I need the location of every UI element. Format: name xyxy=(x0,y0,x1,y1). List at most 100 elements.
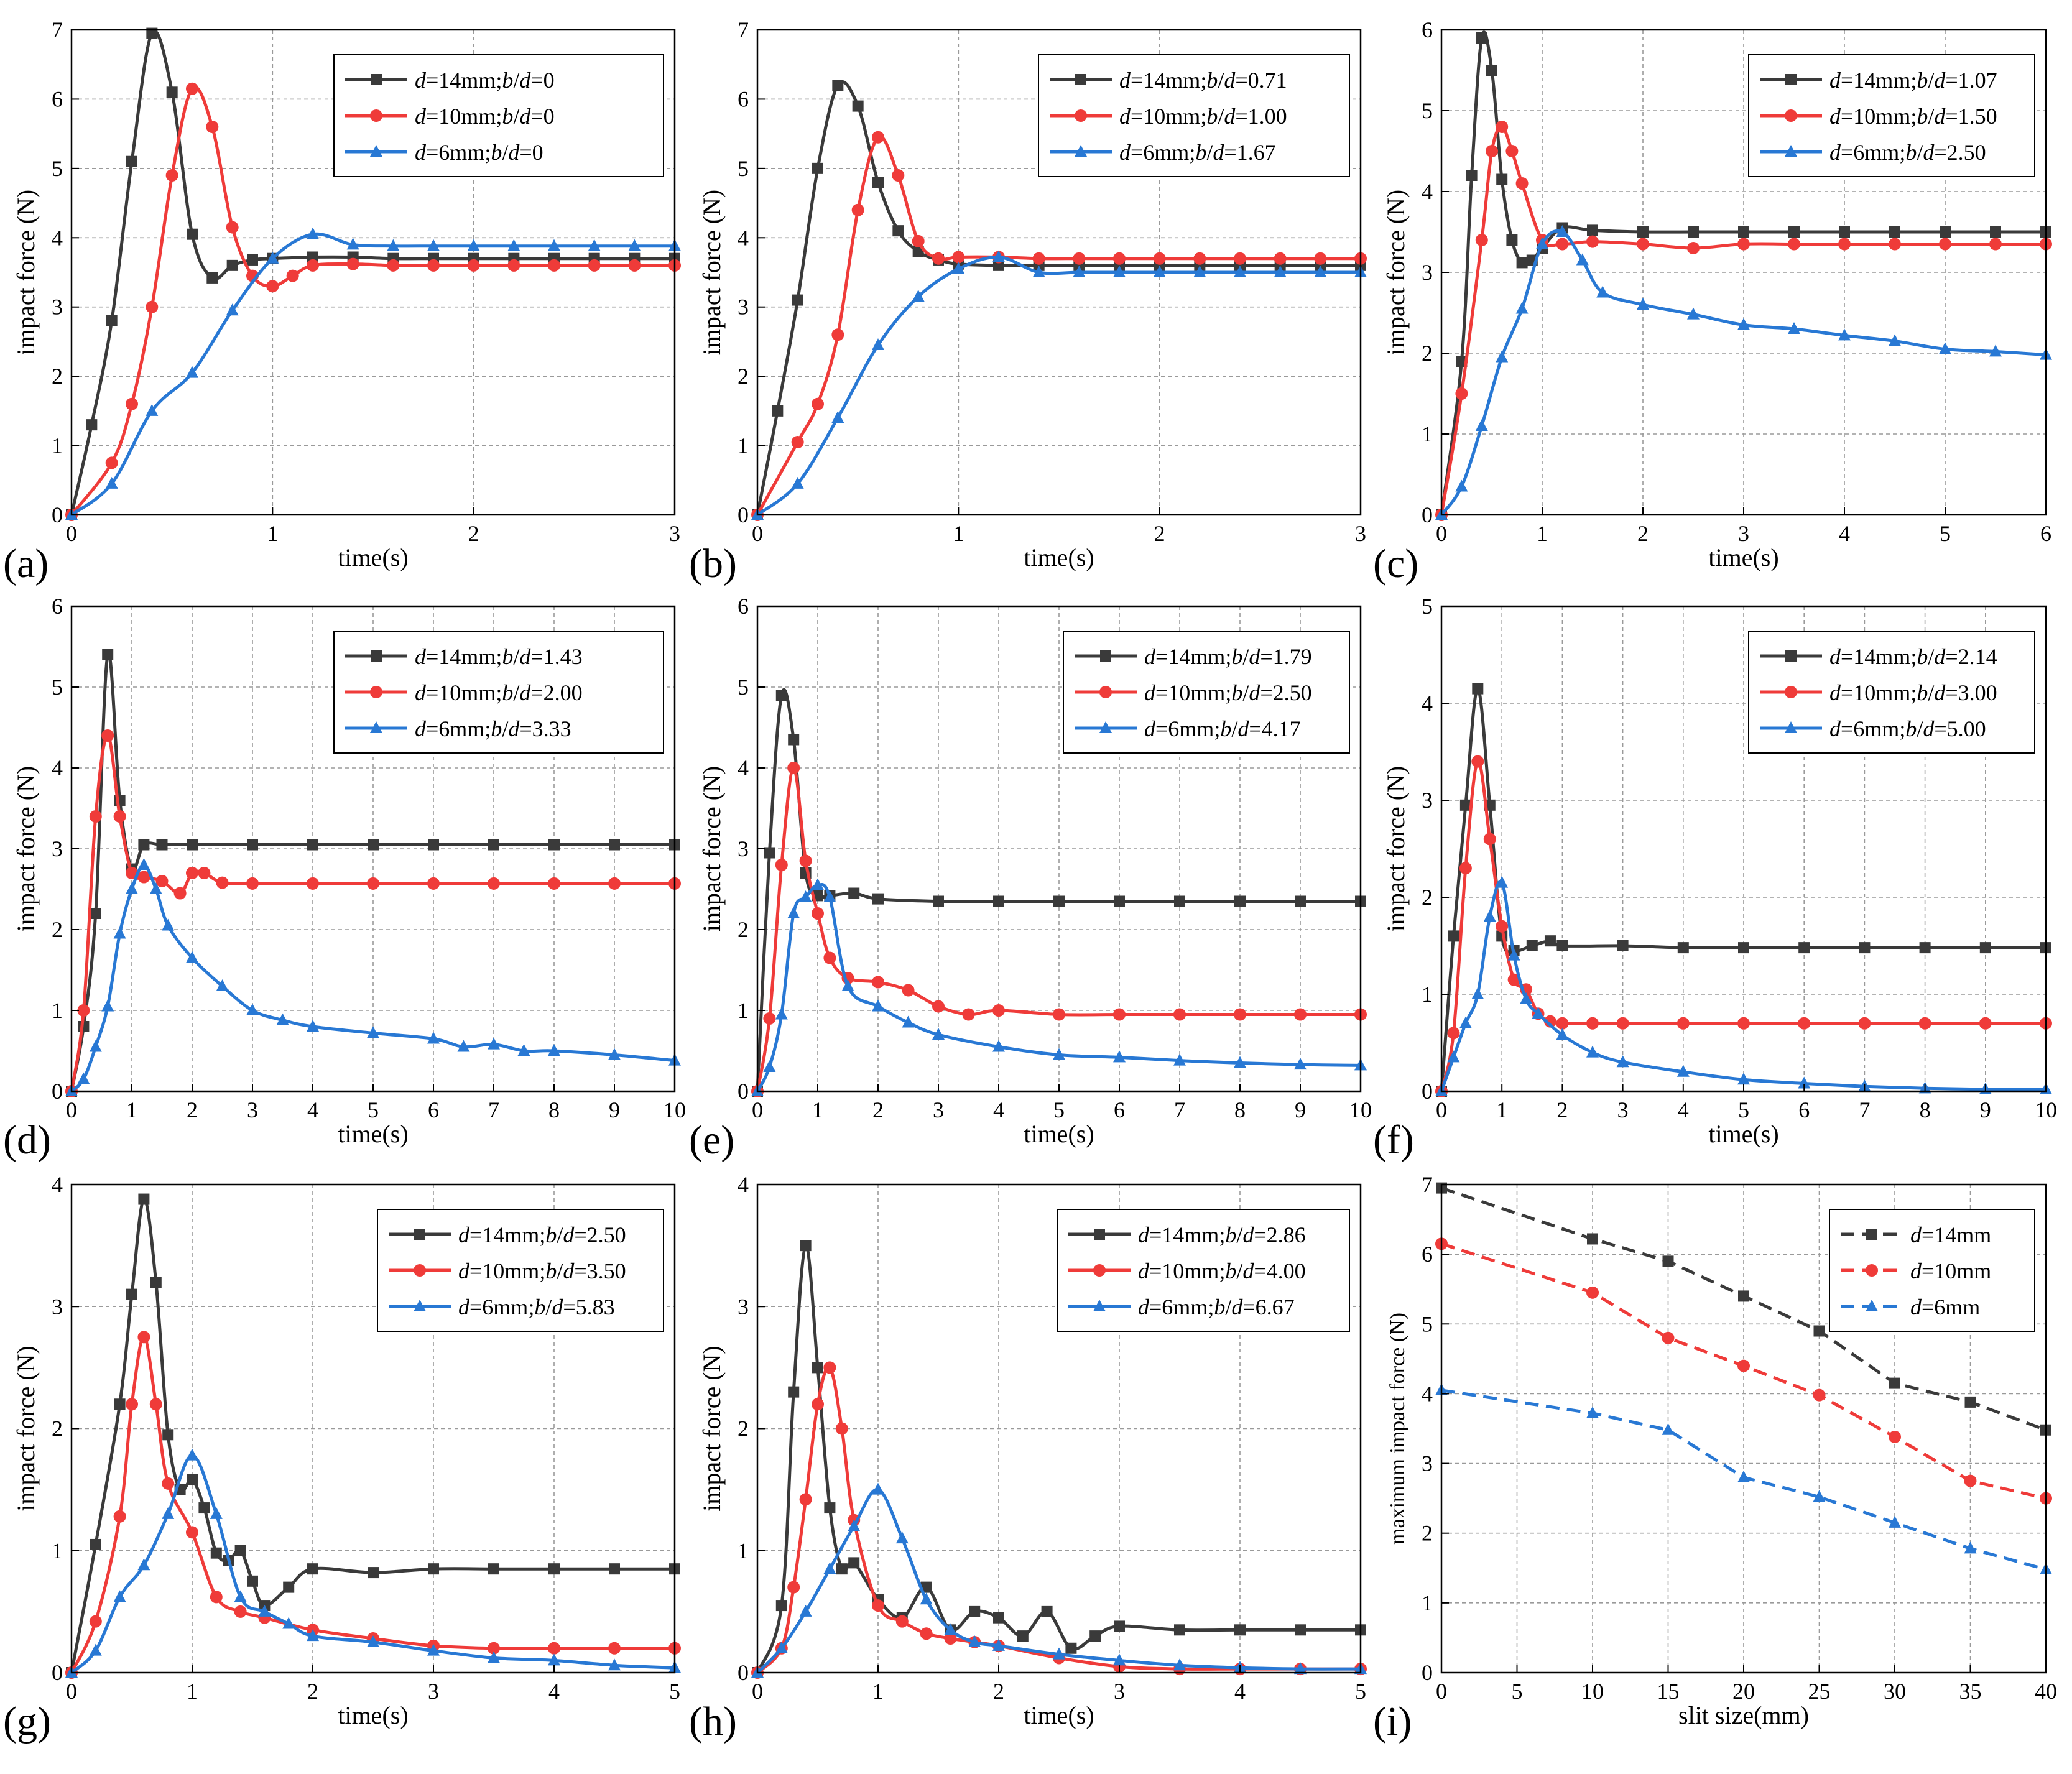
data-point xyxy=(1889,1430,1901,1443)
data-point xyxy=(77,1004,90,1017)
legend: d=14mm;b/d=1.07 d=10mm;b/d=1.50 d=6mm;b/d=… xyxy=(1748,54,2035,177)
legend-entry: d=6mm;b/d=2.50 xyxy=(1829,140,1986,165)
data-point xyxy=(1173,1008,1186,1021)
data-point xyxy=(1294,1662,1307,1675)
data-point xyxy=(1637,298,1649,310)
data-point xyxy=(824,1502,836,1514)
legend-marker xyxy=(1099,686,1112,698)
data-point xyxy=(90,908,101,919)
data-point xyxy=(234,1590,247,1602)
panel-g: 0 1 2 3 4 5 0 1 2 3 4 time(s) impact force (N) (g) d=1… xyxy=(3,1172,681,1744)
x-tick-label: 4 xyxy=(548,1679,560,1704)
data-point xyxy=(1964,1541,1977,1554)
legend-entry: d=14mm;b/d=1.43 xyxy=(415,644,583,669)
data-point xyxy=(1677,1065,1690,1077)
series-line xyxy=(70,29,675,515)
data-point xyxy=(895,1615,909,1628)
y-tick-label: 1 xyxy=(52,433,63,458)
series-line xyxy=(1441,1186,2047,1432)
legend-entry: d=10mm;b/d=3.00 xyxy=(1829,680,1997,705)
grid xyxy=(1441,606,2046,1091)
x-axis-label: time(s) xyxy=(338,543,408,571)
data-point xyxy=(1274,252,1287,265)
data-point xyxy=(1486,65,1497,76)
x-axis-label: slit size(mm) xyxy=(1678,1701,1809,1729)
data-point xyxy=(1476,32,1487,44)
x-tick-label: 1 xyxy=(872,1679,884,1704)
data-point xyxy=(457,1040,470,1052)
data-point xyxy=(307,839,318,851)
data-point xyxy=(156,839,168,851)
data-point xyxy=(1596,285,1609,298)
y-tick-label: 1 xyxy=(738,998,749,1023)
y-tick-label: 1 xyxy=(738,433,749,458)
y-tick-label: 1 xyxy=(52,998,63,1023)
x-tick-label: 0 xyxy=(66,1097,77,1122)
data-point xyxy=(266,280,279,293)
y-tick-label: 2 xyxy=(52,917,63,942)
x-tick-label: 3 xyxy=(1355,521,1366,546)
data-point xyxy=(1939,238,1951,251)
x-tick-label: 0 xyxy=(66,1679,77,1704)
data-point xyxy=(1889,226,1900,238)
data-point xyxy=(831,328,844,341)
data-point xyxy=(247,254,258,266)
legend-entry: d=10mm;b/d=1.50 xyxy=(1829,104,1997,129)
legend-entry: d=14mm;b/d=0.71 xyxy=(1119,68,1287,93)
data-point xyxy=(1295,895,1306,907)
y-tick-label: 4 xyxy=(52,225,63,250)
data-point xyxy=(216,876,229,889)
data-point xyxy=(165,169,178,182)
data-point xyxy=(1193,266,1206,277)
data-point xyxy=(1113,1008,1126,1021)
x-tick-label: 30 xyxy=(1884,1679,1906,1704)
data-point xyxy=(367,1635,379,1647)
y-tick-label: 0 xyxy=(52,1660,63,1685)
panel-label: (c) xyxy=(1373,541,1418,586)
legend: d=14mm;b/d=0 d=10mm;b/d=0 d=6mm;b/d=0 xyxy=(333,54,664,177)
x-tick-label: 2 xyxy=(1154,521,1165,546)
data-point xyxy=(1813,1490,1826,1502)
data-point xyxy=(823,890,836,902)
data-point xyxy=(1556,940,1568,951)
data-point xyxy=(210,1591,223,1604)
series-line xyxy=(1440,229,2047,516)
data-point xyxy=(149,1398,162,1411)
data-point xyxy=(282,1617,295,1629)
data-point xyxy=(932,1000,945,1013)
data-point xyxy=(1314,266,1327,277)
y-tick-label: 1 xyxy=(1422,982,1433,1007)
x-tick-label: 4 xyxy=(1839,521,1850,546)
data-point xyxy=(1616,1055,1629,1068)
series-2 xyxy=(65,227,681,520)
data-point xyxy=(138,839,150,851)
data-point xyxy=(1515,302,1529,314)
legend: d=14mm;b/d=2.86 d=10mm;b/d=4.00 d=6mm;b/d=… xyxy=(1057,1209,1350,1332)
data-point xyxy=(1193,252,1206,265)
data-point xyxy=(1053,895,1065,907)
data-point xyxy=(138,1193,150,1205)
data-point xyxy=(1017,1630,1029,1642)
y-tick-label: 4 xyxy=(1422,179,1433,204)
data-point xyxy=(187,228,198,240)
data-point xyxy=(1274,266,1287,277)
data-point xyxy=(1687,307,1700,320)
panel-label: (a) xyxy=(3,541,49,586)
legend-entry: d=14mm;b/d=1.79 xyxy=(1144,644,1312,669)
x-tick-label: 15 xyxy=(1657,1679,1680,1704)
y-tick-label: 7 xyxy=(52,17,63,42)
legend-marker xyxy=(1075,74,1086,85)
x-tick-label: 5 xyxy=(669,1679,680,1704)
data-point xyxy=(1053,1008,1065,1021)
legend-entry: d=6mm xyxy=(1910,1295,1980,1319)
data-point xyxy=(1556,1028,1569,1040)
data-point xyxy=(799,1604,812,1617)
y-axis-label: impact force (N) xyxy=(698,766,726,932)
data-point xyxy=(791,436,804,448)
series-2 xyxy=(751,1482,1367,1678)
data-point xyxy=(548,1563,560,1575)
data-point xyxy=(1798,1076,1811,1089)
data-point xyxy=(1737,1471,1750,1482)
data-point xyxy=(1466,170,1478,181)
